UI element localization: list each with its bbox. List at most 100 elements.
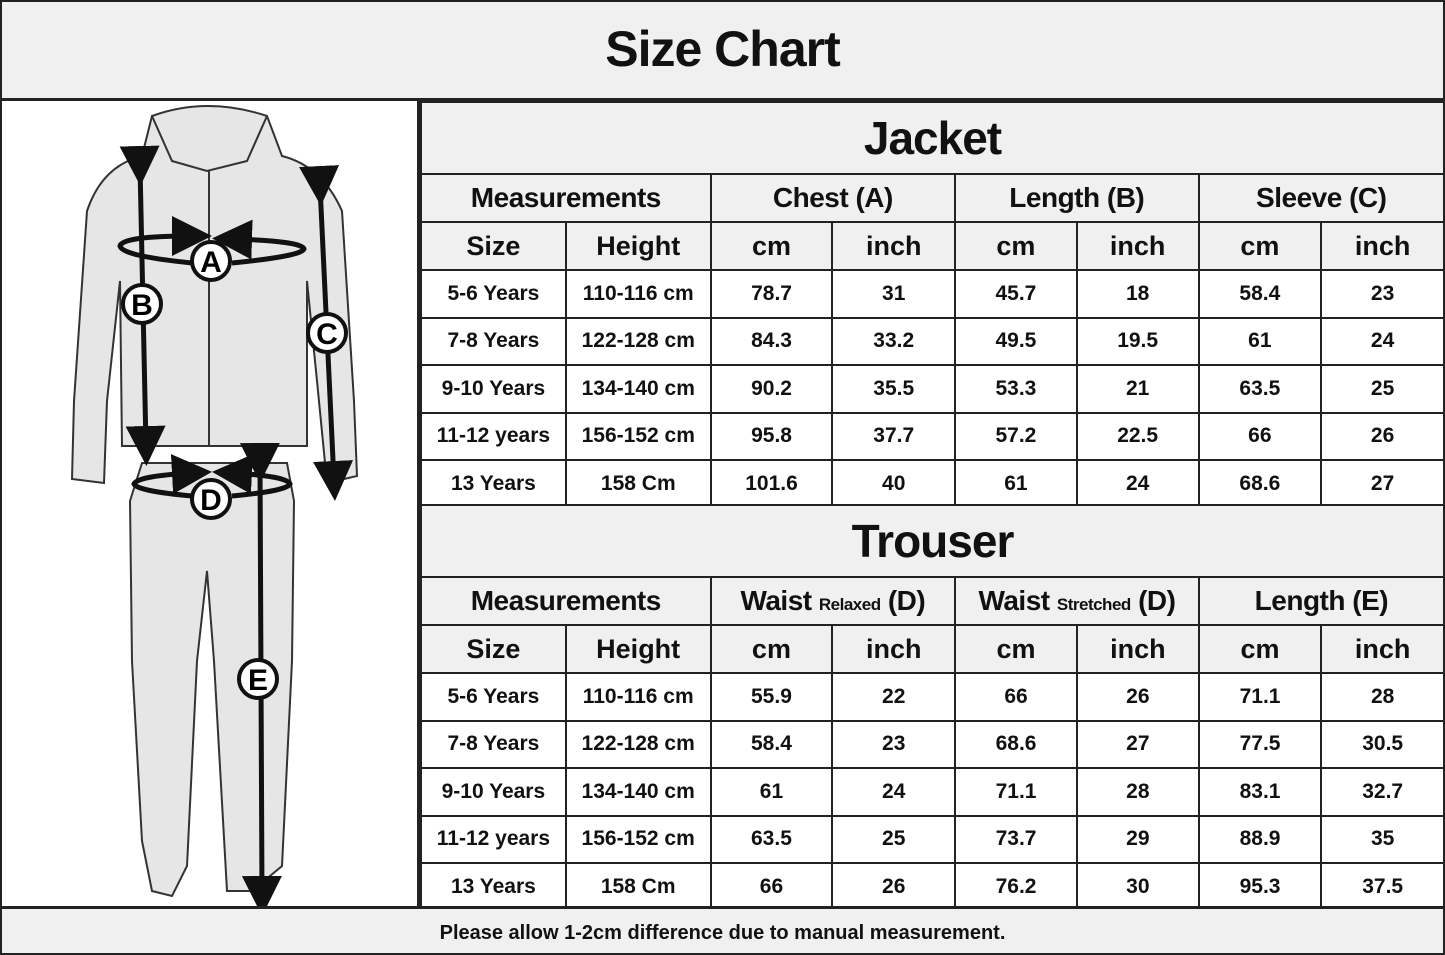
table-cell: 30 <box>1075 862 1200 912</box>
table-cell: 29 <box>1075 814 1200 864</box>
table-cell: 156-152 cm <box>564 814 712 864</box>
table-cell: 24 <box>1075 459 1200 509</box>
table-row: 5-6 Years 110-116 cm 55.9 22 66 26 71.1 28 <box>420 672 1445 722</box>
label-b: B <box>131 289 153 322</box>
table-cell: 27 <box>1320 459 1445 509</box>
column-header: Size <box>420 221 567 271</box>
table-row: 7-8 Years 122-128 cm 58.4 23 68.6 27 77.5 30.5 <box>420 719 1445 769</box>
table-cell: 71.1 <box>1197 672 1323 722</box>
label-a: A <box>200 246 222 279</box>
table-cell: 19.5 <box>1075 316 1200 366</box>
table-row: 7-8 Years 122-128 cm 84.3 33.2 49.5 19.5 61 24 <box>420 316 1445 366</box>
trouser-size-table: Trouser Measurements Waist Relaxed (D) Wais… <box>420 504 1445 912</box>
table-row: 11-12 years 156-152 cm 63.5 25 73.7 29 88.9 35 <box>420 814 1445 864</box>
table-cell: 22 <box>831 672 957 722</box>
table-cell: 58.4 <box>1197 269 1323 319</box>
group-qualifier: Relaxed <box>818 595 881 614</box>
table-cell: 26 <box>1320 411 1445 461</box>
column-header: cm <box>954 624 1078 674</box>
table-cell: 7-8 Years <box>420 719 567 769</box>
column-header: cm <box>709 624 834 674</box>
group-suffix: (D) <box>887 585 926 616</box>
group-main: Waist <box>978 585 1050 616</box>
table-cell: 37.5 <box>1320 862 1445 912</box>
title-band: Size Chart <box>0 0 1445 101</box>
table-cell: 156-152 cm <box>564 411 712 461</box>
table-cell: 122-128 cm <box>564 316 712 366</box>
jacket-size-table: Jacket Measurements Chest (A) Length (B) Sle… <box>420 101 1445 509</box>
table-cell: 66 <box>709 862 834 912</box>
column-header: Size <box>420 624 567 674</box>
column-header: cm <box>1197 221 1323 271</box>
table-cell: 30.5 <box>1320 719 1445 769</box>
group-suffix: (D) <box>1138 585 1176 616</box>
group-header-row: Measurements Chest (A) Length (B) Sleeve (C… <box>420 173 1445 223</box>
column-header: inch <box>831 624 957 674</box>
table-cell: 110-116 cm <box>564 269 712 319</box>
table-cell: 122-128 cm <box>564 719 712 769</box>
table-cell: 13 Years <box>420 459 567 509</box>
column-header: inch <box>1320 221 1445 271</box>
table-cell: 28 <box>1075 767 1200 817</box>
table-cell: 11-12 years <box>420 411 567 461</box>
table-cell: 101.6 <box>709 459 834 509</box>
subheader-row: Size Height cm inch cm inch cm inch <box>420 624 1445 674</box>
section-heading-row: Jacket <box>420 101 1445 175</box>
table-cell: 37.7 <box>831 411 957 461</box>
table-cell: 77.5 <box>1197 719 1323 769</box>
table-cell: 63.5 <box>709 814 834 864</box>
group-qualifier: Stretched <box>1056 595 1131 614</box>
table-cell: 58.4 <box>709 719 834 769</box>
column-header: cm <box>1197 624 1323 674</box>
table-cell: 35.5 <box>831 364 957 414</box>
group-main: Measurements <box>470 585 662 616</box>
table-cell: 134-140 cm <box>564 767 712 817</box>
table-cell: 88.9 <box>1197 814 1323 864</box>
table-cell: 158 Cm <box>564 862 712 912</box>
table-cell: 33.2 <box>831 316 957 366</box>
group-header: Length (B) <box>954 173 1200 223</box>
table-cell: 26 <box>1075 672 1200 722</box>
column-header: inch <box>1075 221 1200 271</box>
table-cell: 83.1 <box>1197 767 1323 817</box>
table-cell: 66 <box>1197 411 1323 461</box>
table-cell: 45.7 <box>954 269 1078 319</box>
table-cell: 63.5 <box>1197 364 1323 414</box>
table-cell: 27 <box>1075 719 1200 769</box>
table-cell: 21 <box>1075 364 1200 414</box>
page-title: Size Chart <box>605 21 841 77</box>
table-cell: 9-10 Years <box>420 767 567 817</box>
column-header: Height <box>564 624 712 674</box>
group-main: Waist <box>740 585 812 616</box>
section-heading: Jacket <box>420 101 1445 175</box>
table-cell: 26 <box>831 862 957 912</box>
table-cell: 23 <box>831 719 957 769</box>
table-cell: 49.5 <box>954 316 1078 366</box>
table-cell: 68.6 <box>954 719 1078 769</box>
table-cell: 134-140 cm <box>564 364 712 414</box>
section-heading-row: Trouser <box>420 504 1445 578</box>
table-cell: 71.1 <box>954 767 1078 817</box>
table-cell: 22.5 <box>1075 411 1200 461</box>
column-header: cm <box>954 221 1078 271</box>
section-heading: Trouser <box>420 504 1445 578</box>
group-header: Measurements <box>420 576 712 626</box>
table-cell: 9-10 Years <box>420 364 567 414</box>
label-c: C <box>316 318 338 351</box>
table-cell: 5-6 Years <box>420 269 567 319</box>
group-header: Chest (A) <box>709 173 957 223</box>
table-cell: 95.8 <box>709 411 834 461</box>
group-header: Measurements <box>420 173 712 223</box>
table-cell: 110-116 cm <box>564 672 712 722</box>
table-cell: 90.2 <box>709 364 834 414</box>
column-header: cm <box>709 221 834 271</box>
column-header: inch <box>831 221 957 271</box>
table-cell: 61 <box>1197 316 1323 366</box>
group-header: Sleeve (C) <box>1197 173 1445 223</box>
table-cell: 66 <box>954 672 1078 722</box>
label-e: E <box>248 664 268 697</box>
footer-note: Please allow 1-2cm difference due to man… <box>0 906 1445 955</box>
table-cell: 68.6 <box>1197 459 1323 509</box>
